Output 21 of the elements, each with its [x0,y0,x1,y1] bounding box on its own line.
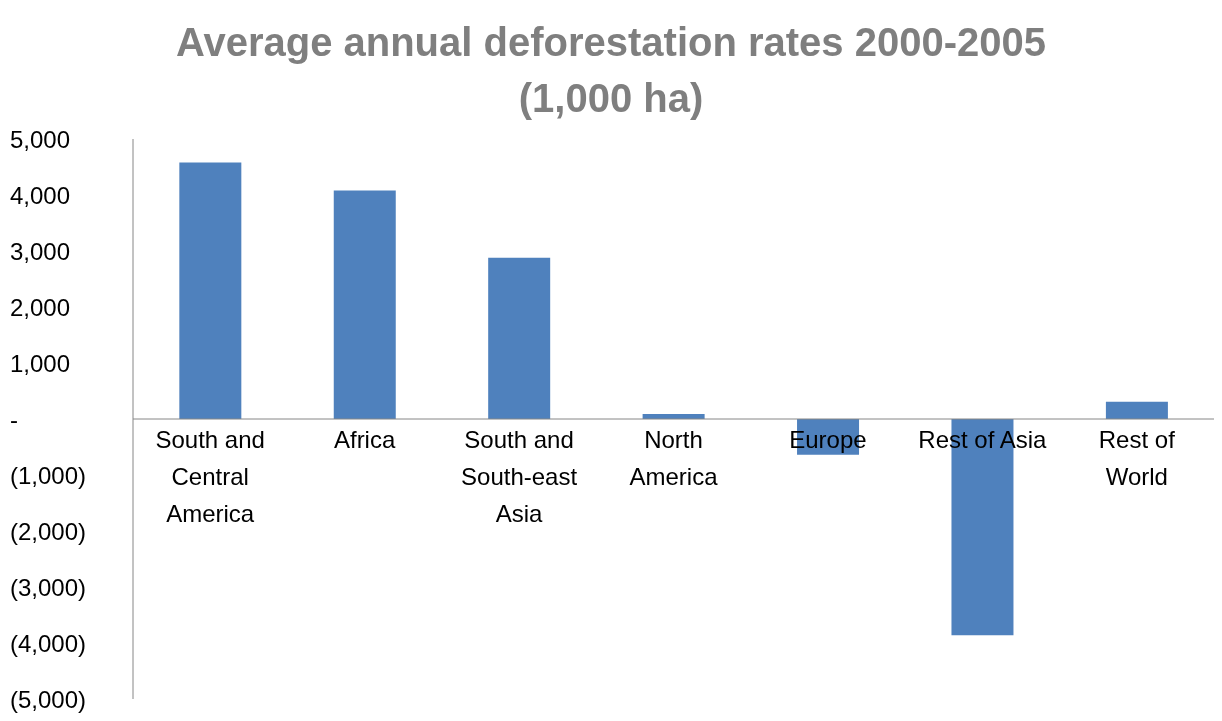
bar [333,190,396,419]
x-tick-label: Africa [333,425,396,453]
y-tick-label: 5,000 [10,125,71,153]
y-tick-label: 1,000 [10,349,71,377]
y-tick-label: (4,000) [10,629,87,657]
bar [1105,401,1168,419]
y-tick-label: (3,000) [10,573,87,601]
y-tick-label: (1,000) [10,461,87,489]
y-tick-label: 3,000 [10,237,71,265]
y-tick-label: 4,000 [10,181,71,209]
x-tick-label: South and Central America [155,425,265,527]
chart-title: Average annual deforestation rates 2000-2005 (1,000 ha) [175,19,1047,122]
x-tick-label: North America [629,425,719,490]
y-tick-label: (2,000) [10,517,87,545]
bar [179,162,242,419]
y-tick-label: 2,000 [10,293,71,321]
bar [488,257,551,419]
x-tick-label: South and South-east Asia [461,425,578,527]
x-tick-label: Rest of World [1098,425,1176,490]
y-tick-label: - [10,405,18,433]
y-tick-label: (5,000) [10,685,87,713]
